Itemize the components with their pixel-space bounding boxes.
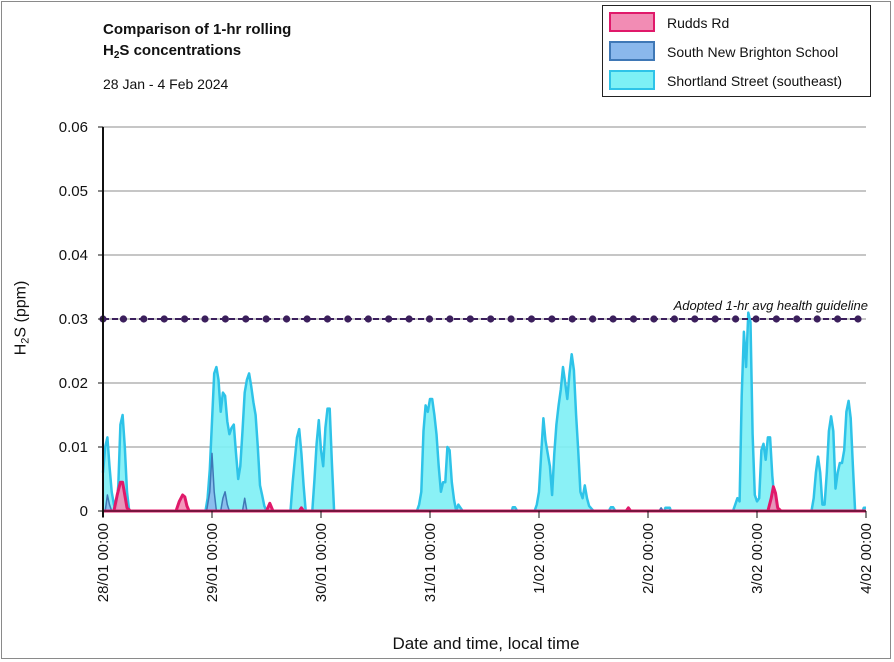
guideline-marker [303, 315, 311, 323]
guideline-marker [181, 315, 189, 323]
guideline-marker [691, 315, 699, 323]
x-tick-label-0: 28/01 00:00 [95, 523, 112, 602]
guideline-marker [364, 315, 372, 323]
guideline-marker [221, 315, 229, 323]
title-subscript: 2 [113, 50, 120, 61]
series-line-rudds-rd [112, 480, 783, 513]
guideline-marker [283, 315, 291, 323]
x-tick-label-4: 1/02 00:00 [531, 523, 548, 594]
legend-swatch-south-new-brighton [609, 41, 655, 61]
y-tick-label-0.01: 0.01 [59, 439, 88, 456]
y-tick-label-0.03: 0.03 [59, 311, 88, 328]
title-rest: S concentrations [119, 42, 242, 59]
guideline-marker [711, 315, 719, 323]
guideline-marker [609, 315, 617, 323]
y-tick-label-0.06: 0.06 [59, 119, 88, 136]
x-tick-label-7: 4/02 00:00 [858, 523, 875, 594]
legend-label-rudds-rd: Rudds Rd [667, 15, 730, 31]
y-tick-label-0.05: 0.05 [59, 183, 88, 200]
x-tick-label-2: 30/01 00:00 [313, 523, 330, 602]
guideline-marker [589, 315, 597, 323]
guideline-marker [813, 315, 821, 323]
x-axis-label: Date and time, local time [392, 634, 580, 653]
guideline-marker [568, 315, 576, 323]
legend-item-rudds-rd: Rudds Rd [609, 10, 865, 32]
guideline-marker [262, 315, 270, 323]
guideline-marker [854, 315, 862, 323]
title-h: H [103, 42, 114, 59]
guideline-marker [752, 315, 760, 323]
guideline-layer: Adopted 1-hr avg health guideline [99, 298, 868, 323]
guideline-marker [466, 315, 474, 323]
guideline-marker [670, 315, 679, 323]
guideline-marker [385, 315, 393, 323]
guideline-marker [242, 315, 250, 323]
y-tick-label-0: 0 [80, 503, 88, 520]
y-tick-label-0.02: 0.02 [59, 375, 88, 392]
chart-subtitle: 28 Jan - 4 Feb 2024 [103, 76, 229, 92]
legend-swatch-rudds-rd [609, 12, 655, 32]
guideline-marker [344, 315, 352, 323]
guideline-marker [732, 315, 740, 323]
x-tick-label-1: 29/01 00:00 [204, 523, 221, 602]
guideline-marker [772, 315, 781, 323]
guideline-marker [793, 315, 801, 323]
legend-item-shortland-street: Shortland Street (southeast) [609, 68, 865, 90]
series-line-shortland-street [101, 311, 866, 513]
guideline-marker [527, 315, 536, 323]
guideline-marker [160, 315, 168, 323]
guideline-marker [446, 315, 454, 323]
x-tick-label-6: 3/02 00:00 [749, 523, 766, 594]
chart-title-line-2: H2S concentrations [103, 40, 291, 66]
guideline-marker [201, 315, 209, 323]
guideline-marker [650, 315, 658, 323]
guideline-marker [119, 315, 127, 323]
guideline-marker [425, 315, 434, 323]
guideline-marker [405, 315, 413, 323]
chart-title: Comparison of 1-hr rolling H2S concentra… [103, 19, 291, 66]
legend-item-south-new-brighton: South New Brighton School [609, 39, 865, 61]
y-tick-label-0.04: 0.04 [59, 247, 88, 264]
legend-label-shortland-street: Shortland Street (southeast) [667, 73, 843, 89]
guideline-marker [487, 315, 495, 323]
legend-label-south-new-brighton: South New Brighton School [667, 44, 839, 60]
guideline-marker [834, 315, 842, 323]
chart-title-line-1: Comparison of 1-hr rolling [103, 21, 292, 38]
guideline-label: Adopted 1-hr avg health guideline [673, 298, 868, 313]
guideline-marker [629, 315, 638, 323]
guideline-marker [140, 315, 148, 323]
series-layer [101, 311, 866, 513]
guideline-marker [507, 315, 515, 323]
x-tick-label-3: 31/01 00:00 [422, 523, 439, 602]
legend: Rudds Rd South New Brighton School Short… [602, 5, 871, 97]
guideline-marker [323, 315, 332, 323]
legend-swatch-shortland-street [609, 70, 655, 90]
series-area-rudds-rd [113, 482, 781, 511]
axes: 0 0.01 0.02 0.03 0.04 0.05 0.06 28/01 00:00 29/0… [59, 119, 875, 602]
guideline-marker [548, 315, 556, 323]
x-tick-label-5: 2/02 00:00 [640, 523, 657, 594]
